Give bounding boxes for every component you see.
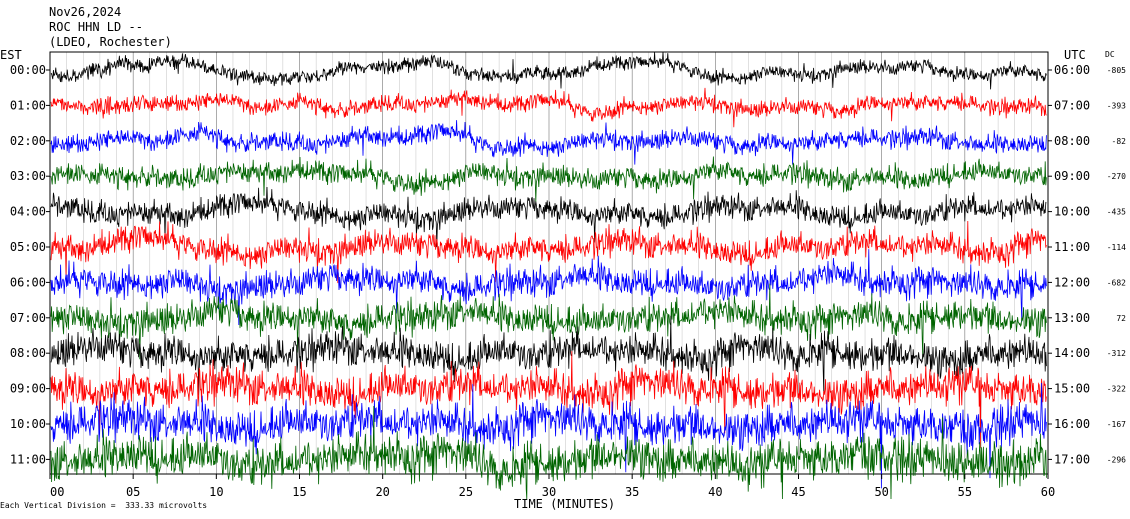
- trace-line: [50, 405, 1047, 500]
- utc-hour-label: 11:00: [1054, 240, 1090, 254]
- seismic-traces: [50, 51, 1047, 500]
- est-hour-label: 07:00: [10, 311, 46, 325]
- est-hour-label: 10:00: [10, 417, 46, 431]
- x-tick-label: 00: [50, 485, 64, 499]
- dc-column-label: DC: [1105, 50, 1115, 59]
- utc-hour-label: 16:00: [1054, 417, 1090, 431]
- trace-line: [50, 382, 1047, 489]
- est-hour-label: 03:00: [10, 169, 46, 183]
- dc-offset-label: -82: [1112, 137, 1127, 146]
- x-tick-label: 40: [708, 485, 722, 499]
- trace-line: [50, 315, 1047, 396]
- utc-hour-label: 17:00: [1054, 452, 1090, 466]
- x-tick-label: 60: [1041, 485, 1055, 499]
- est-hour-label: 11:00: [10, 452, 46, 466]
- trace-line: [50, 351, 1047, 449]
- station-code: ROC HHN LD --: [49, 20, 143, 34]
- x-tick-label: 25: [459, 485, 473, 499]
- dc-offset-label: -296: [1107, 455, 1126, 464]
- est-axis-label: EST: [0, 48, 22, 62]
- dc-offset-label: -682: [1107, 278, 1126, 287]
- utc-hour-label: 08:00: [1054, 134, 1090, 148]
- est-hour-label: 04:00: [10, 205, 46, 219]
- dc-offset-label: -393: [1107, 101, 1126, 110]
- dc-offset-label: -270: [1107, 172, 1126, 181]
- trace-line: [50, 283, 1047, 360]
- x-tick-label: 55: [958, 485, 972, 499]
- trace-line: [50, 87, 1047, 128]
- x-axis-title: TIME (MINUTES): [514, 497, 616, 511]
- est-hour-label: 05:00: [10, 240, 46, 254]
- chart-date: Nov26,2024: [49, 5, 122, 19]
- est-hour-label: 00:00: [10, 63, 46, 77]
- trace-line: [50, 156, 1047, 202]
- x-tick-label: 35: [625, 485, 639, 499]
- est-hour-label: 09:00: [10, 382, 46, 396]
- utc-axis-label: UTC: [1064, 48, 1086, 62]
- trace-line: [50, 51, 1047, 90]
- dc-offset-label: -322: [1107, 385, 1126, 394]
- dc-offset-label: 72: [1116, 314, 1126, 323]
- x-tick-label: 30: [542, 485, 556, 499]
- trace-line: [50, 220, 1047, 284]
- dc-offset-label: -167: [1107, 420, 1126, 429]
- station-network: (LDEO, Rochester): [49, 35, 172, 49]
- trace-line: [50, 249, 1047, 326]
- utc-hour-label: 15:00: [1054, 382, 1090, 396]
- utc-hour-label: 09:00: [1054, 169, 1090, 183]
- vertical-division-note: Each Vertical Division = 333.33 microvol…: [0, 501, 208, 510]
- est-hour-label: 01:00: [10, 98, 46, 112]
- axis-labels: 00 05 10 15 20 25 30 35 40 45 50 55 60 00:00 06:00 -805…: [10, 63, 1126, 499]
- trace-line: [50, 186, 1047, 248]
- x-tick-label: 45: [791, 485, 805, 499]
- est-hour-label: 02:00: [10, 134, 46, 148]
- dc-offset-label: -114: [1107, 243, 1126, 252]
- utc-hour-label: 13:00: [1054, 311, 1090, 325]
- utc-hour-label: 10:00: [1054, 205, 1090, 219]
- dc-offset-label: -435: [1107, 208, 1126, 217]
- trace-line: [50, 120, 1047, 165]
- dc-offset-label: -805: [1107, 66, 1126, 75]
- utc-hour-label: 14:00: [1054, 346, 1090, 360]
- est-hour-label: 08:00: [10, 346, 46, 360]
- utc-hour-label: 07:00: [1054, 98, 1090, 112]
- dc-offset-label: -312: [1107, 349, 1126, 358]
- utc-hour-label: 12:00: [1054, 275, 1090, 289]
- est-hour-label: 06:00: [10, 275, 46, 289]
- x-tick-label: 05: [126, 485, 140, 499]
- x-tick-label: 10: [209, 485, 223, 499]
- utc-hour-label: 06:00: [1054, 63, 1090, 77]
- x-tick-label: 20: [375, 485, 389, 499]
- x-tick-label: 15: [292, 485, 306, 499]
- x-tick-label: 50: [874, 485, 888, 499]
